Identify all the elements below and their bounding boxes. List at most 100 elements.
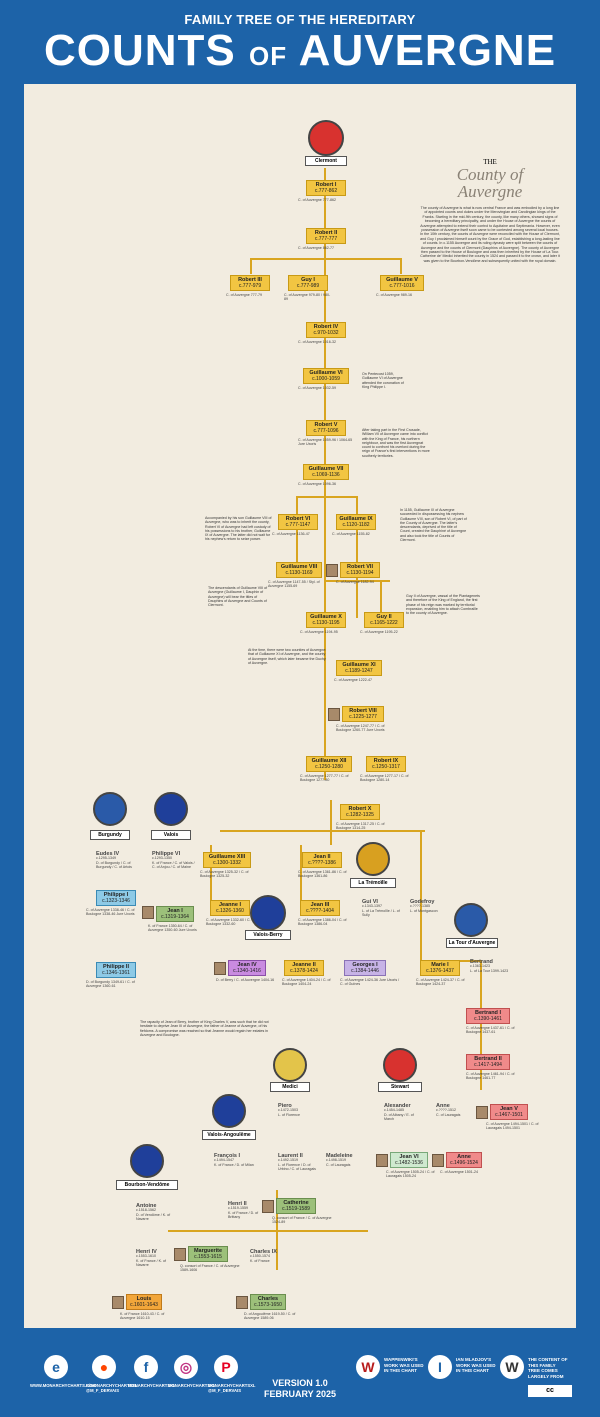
person-alexander: Alexander c.1454-1485 D. of Albany / E. of… <box>384 1103 414 1122</box>
instagram-icon[interactable]: ◎ <box>174 1355 198 1379</box>
note-guillaume-vi: On Pentecost 1059, Guillaume VI of Auver… <box>362 372 404 389</box>
person-louis: Louis c.1601-1643 <box>126 1294 162 1310</box>
person-jean-iv: Jean IV c.1340-1416 <box>228 960 266 976</box>
portrait-jean-v <box>476 1106 488 1119</box>
wappenwiki-icon: W <box>356 1355 380 1379</box>
county-intro: THE County of Auvergne The county of Auv… <box>420 158 560 263</box>
person-jean-vi: Jean VI c.1482-1536 <box>390 1152 428 1168</box>
note-guillaume-vii: After taking part in the First Crusade, … <box>362 428 430 458</box>
portrait-anne <box>432 1154 444 1167</box>
house-label-valois-angouleme: Valois-Angoulême <box>202 1130 256 1140</box>
note-two-counties: At the time, there were two counties of … <box>248 648 327 665</box>
person-jean-iii: Jean III c.????-1404 <box>300 900 340 916</box>
house-label-stewart: Stewart <box>378 1082 422 1092</box>
person-antoine: Antoine c.1518-1562 D. of Vendôme / K. of … <box>136 1203 171 1222</box>
website-link[interactable]: WWW.MONARCHYCHARTS.COM <box>30 1383 96 1388</box>
house-label-bourbon: Bourbon-Vendôme <box>116 1180 178 1190</box>
person-laurent-ii: Laurent II c.1492-1519 L. of Florence / D.… <box>278 1153 316 1172</box>
website-icon[interactable]: e <box>44 1355 68 1379</box>
person-guillaume-xiii: Guillaume XIII c.1300-1332 <box>203 852 251 868</box>
reddit-icon[interactable]: ● <box>92 1355 116 1379</box>
person-guillaume-vi: Guillaume VI c.1000-1059 <box>303 368 349 384</box>
person-bertrand: Bertrand c.1363-1423 L. of La Tour 1399-14… <box>470 959 509 973</box>
person-jean-ii: Jean II c.????-1386 <box>302 852 342 868</box>
la-tour-arms-icon <box>454 903 488 937</box>
person-robert-ii: Robert II c.777-777 <box>306 228 346 244</box>
county-the: THE <box>483 158 497 166</box>
note-robert-vi: Accompanied by his son Guillaume VIII of… <box>205 516 272 542</box>
valois-arms-icon <box>154 792 188 826</box>
portrait-catherine <box>262 1200 274 1213</box>
bourbon-arms-icon <box>130 1144 164 1178</box>
note-guy-ii: Guy II of Auvergne, vassal of the Planta… <box>406 594 480 616</box>
county-title-1: County of <box>456 165 524 184</box>
person-anne-lauragais: Anne c.????-1512 C. of Lauragais <box>436 1103 461 1117</box>
header: FAMILY TREE OF THE HEREDITARY COUNTS OF … <box>0 0 600 82</box>
stewart-arms-icon <box>383 1048 417 1082</box>
person-philippe-ii: Philippe II c.1346-1361 <box>96 962 136 978</box>
person-henri-ii: Henri II c.1519-1559 K. of France / D. of … <box>228 1201 259 1220</box>
portrait-jean-i <box>142 906 154 919</box>
clermont-arms-icon <box>308 120 344 156</box>
facebook-icon[interactable]: f <box>134 1355 158 1379</box>
person-charles-ix: Charles IX c.1550-1574 K. of France <box>250 1249 277 1263</box>
person-godefroy: Godefroy c.????-1385 L. of Montgascon <box>410 899 438 913</box>
person-charles: Charles c.1573-1650 <box>250 1294 286 1310</box>
house-label-valois-berry: Valois-Berry <box>245 930 291 940</box>
house-label-clermont: Clermont <box>305 156 347 166</box>
note-jean-berry: The rapacity of Jean of Berry, brother o… <box>140 1020 269 1037</box>
person-guillaume-xi: Guillaume XI c.1189-1247 <box>336 660 382 676</box>
mladjov-icon: I <box>428 1355 452 1379</box>
person-bertrand-ii: Bertrand II c.1417-1494 <box>466 1054 510 1070</box>
person-robert-ix: Robert IX c.1250-1317 <box>366 756 406 772</box>
house-label-burgundy: Burgundy <box>90 830 130 840</box>
county-title-2: Auvergne <box>457 182 523 201</box>
person-piero: Piero c.1472-1503 L. of Florence <box>278 1103 300 1117</box>
person-guillaume-viii: Guillaume VIII c.1130-1169 <box>276 562 322 578</box>
person-robert-viii: Robert VIII c.1225-1277 <box>342 706 384 722</box>
portrait-charles <box>236 1296 248 1309</box>
person-robert-vii: Robert VII c.1130-1194 <box>340 562 380 578</box>
person-guillaume-xii: Guillaume XII c.1250-1280 <box>306 756 352 772</box>
person-guy-ii: Guy II c.1165-1222 <box>364 612 404 628</box>
portrait-robert-viii <box>328 708 340 721</box>
pinterest-link[interactable]: MONARCHYCHARTSXL @M_F_DERVAIS <box>208 1383 256 1393</box>
credit-wappenwiki: WAPPENWIKI'S WORK WAS USED IN THIS CHART <box>384 1357 424 1373</box>
version-info: VERSION 1.0 FEBRUARY 2025 <box>263 1378 337 1399</box>
portrait-louis <box>112 1296 124 1309</box>
person-guillaume-vii: Guillaume VII c.1069-1136 <box>303 464 349 480</box>
person-robert-iv: Robert IV c.970-1032 <box>306 322 346 338</box>
person-jeanne-ii: Jeanne II c.1378-1424 <box>284 960 324 976</box>
house-label-tremoille: La Trémoïlle <box>350 878 396 888</box>
person-eudes-iv: Eudes IV c.1295-1349 D. of Burgundy / C. o… <box>96 851 132 870</box>
person-gui-vi: Gui VI c.1343-1397 L. of La Trémoïlle / L.… <box>362 899 400 918</box>
note-guillaume-ix: In 1155, Guillaume IX of Auvergne succee… <box>400 508 467 543</box>
house-label-la-tour: La Tour d'Auvergne <box>446 938 498 948</box>
note-dauphins: The descendants of Guillaume VIII of Auv… <box>208 586 268 608</box>
house-label-valois: Valois <box>151 830 191 840</box>
valois-angouleme-arms-icon <box>212 1094 246 1128</box>
credit-mladjov: IAN MLADJOV'S WORK WAS USED IN THIS CHAR… <box>456 1357 496 1373</box>
person-marguerite: Marguerite c.1553-1615 <box>188 1246 228 1262</box>
pinterest-icon[interactable]: P <box>214 1355 238 1379</box>
portrait-robert-vii <box>326 564 338 577</box>
facebook-link[interactable]: MONARCHYCHARTSXL <box>128 1383 176 1388</box>
credit-wikipedia: THE CONTENT OF THIS FAMILY TREE COMES LA… <box>528 1357 568 1379</box>
tremoille-arms-icon <box>356 842 390 876</box>
person-madeleine: Madeleine c.1498-1519 C. of Lauragais <box>326 1153 353 1167</box>
instagram-link[interactable]: MONARCHYCHARTSXL <box>168 1383 216 1388</box>
portrait-marguerite <box>174 1248 186 1261</box>
reddit-link[interactable]: R/MONARCHYCHARTSXL @M_F_DERVAIS <box>86 1383 138 1393</box>
county-text: The county of Auvergne is what is now ce… <box>420 206 560 263</box>
